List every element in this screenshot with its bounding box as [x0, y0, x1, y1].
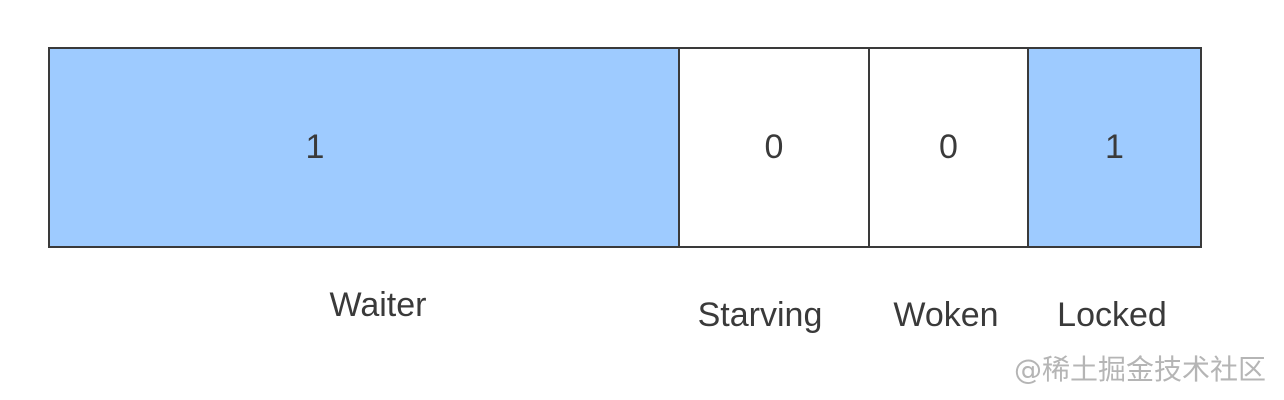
mutex-state-bitfield: 1 0 0 1: [48, 47, 1202, 248]
waiter-field-cell: 1: [50, 49, 678, 246]
woken-field-cell: 0: [868, 49, 1027, 246]
woken-field-label: Woken: [893, 296, 999, 334]
starving-field-label: Starving: [697, 296, 823, 334]
woken-field-value: 0: [939, 128, 958, 166]
starving-field-cell: 0: [678, 49, 868, 246]
waiter-field-label: Waiter: [329, 286, 427, 324]
locked-field-value: 1: [1105, 128, 1124, 166]
starving-field-value: 0: [764, 128, 784, 166]
watermark-text: @稀土掘金技术社区: [1013, 353, 1266, 386]
waiter-field-value: 1: [305, 128, 325, 166]
locked-field-cell: 1: [1027, 49, 1200, 246]
locked-field-label: Locked: [1057, 296, 1167, 334]
